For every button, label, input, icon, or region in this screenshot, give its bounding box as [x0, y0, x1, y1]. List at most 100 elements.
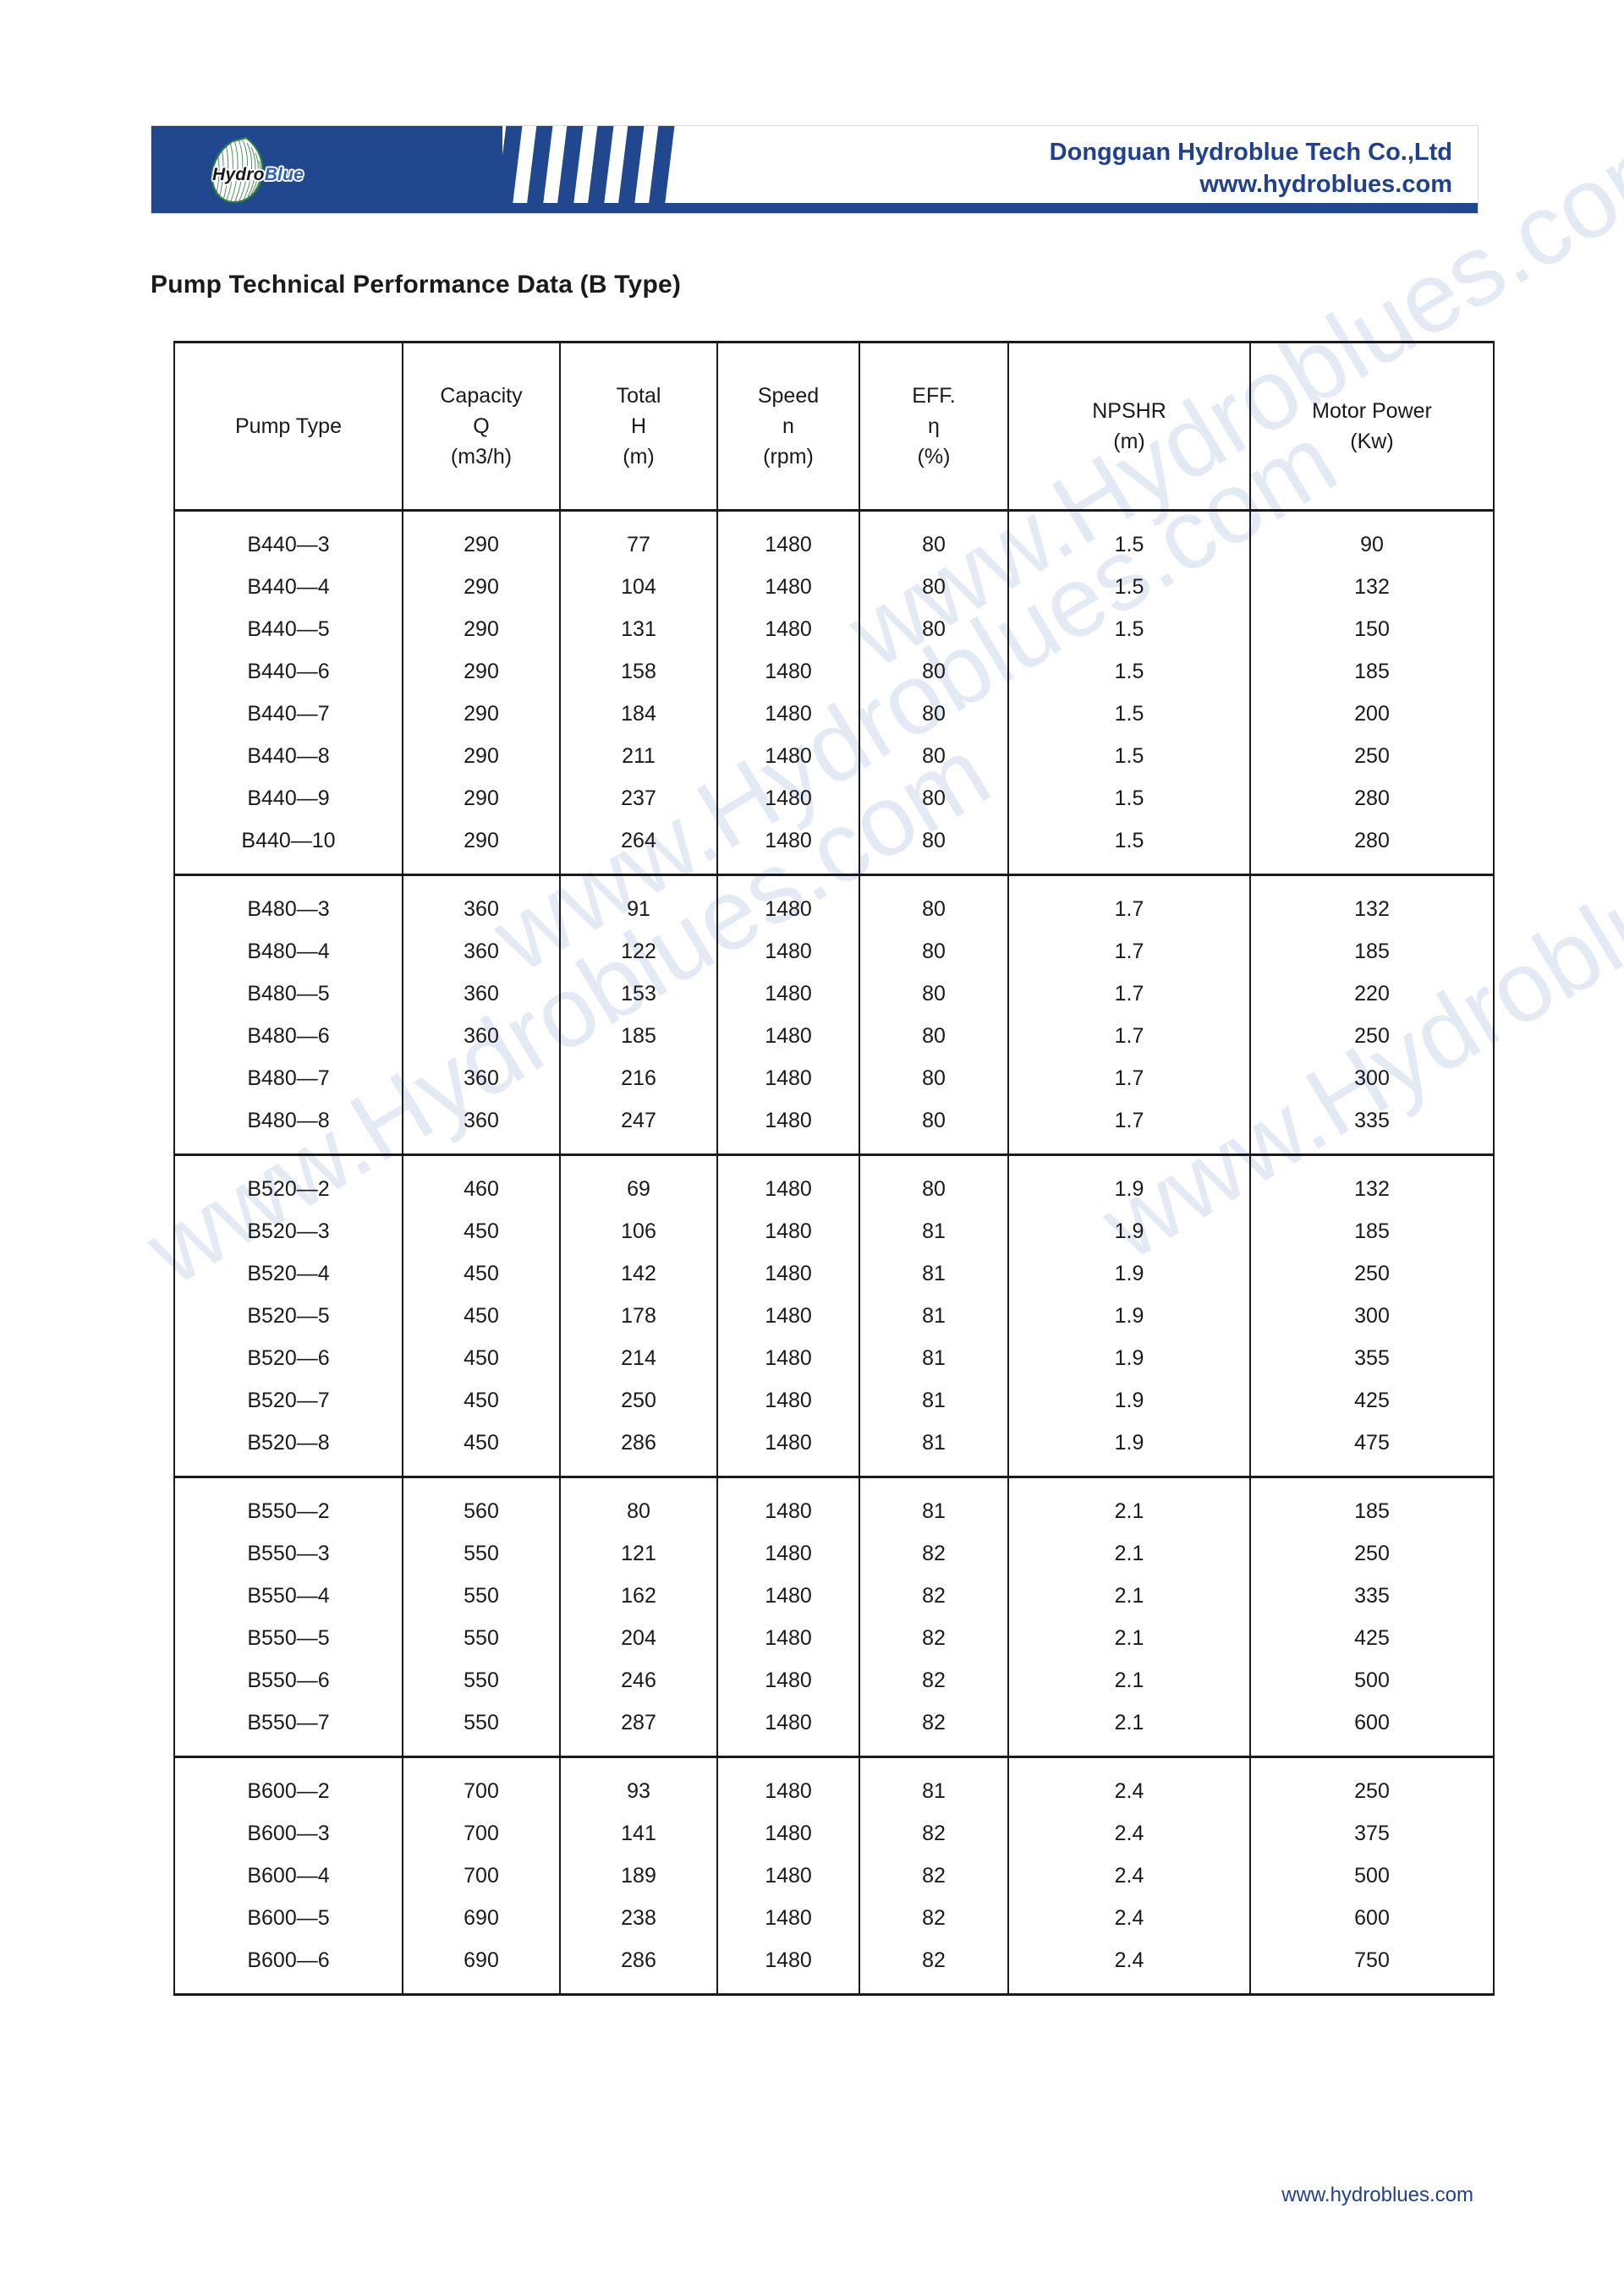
- table-row: B440—7 290 184 1480 80 1.5 200: [173, 693, 1495, 735]
- table-cell: 700: [402, 1812, 561, 1855]
- table-row: B440—3 290 77 1480 80 1.5 90: [173, 510, 1495, 566]
- table-cell: 82: [859, 1701, 1009, 1758]
- table-cell: 700: [402, 1855, 561, 1897]
- column-header-motor-power: Motor Power (Kw): [1249, 341, 1495, 512]
- table-cell: 450: [402, 1210, 561, 1252]
- table-cell: 82: [859, 1939, 1009, 1996]
- table-row: B600—4 700 189 1480 82 2.4 500: [173, 1855, 1495, 1897]
- table-cell: 80: [859, 608, 1009, 650]
- table-row: B440—10 290 264 1480 80 1.5 280: [173, 819, 1495, 876]
- header-line-2: η: [928, 414, 940, 438]
- header-line-1: Speed: [757, 384, 820, 408]
- table-cell: 360: [402, 874, 561, 930]
- header-line-1: Motor Power: [1312, 399, 1432, 423]
- cell-pump-type: B480—5: [173, 973, 403, 1015]
- table-cell: 90: [1249, 510, 1495, 566]
- table-cell: 1.5: [1007, 650, 1251, 693]
- table-cell: 141: [559, 1812, 718, 1855]
- table-cell: 1480: [716, 1756, 860, 1812]
- table-row: B520—3 450 106 1480 81 1.9 185: [173, 1210, 1495, 1252]
- table-cell: 700: [402, 1756, 561, 1812]
- table-cell: 80: [859, 1057, 1009, 1099]
- table-cell: 360: [402, 1015, 561, 1057]
- cell-pump-type: B550—3: [173, 1532, 403, 1575]
- table-cell: 178: [559, 1295, 718, 1337]
- table-cell: 1480: [716, 777, 860, 819]
- table-cell: 375: [1249, 1812, 1495, 1855]
- table-row: B440—8 290 211 1480 80 1.5 250: [173, 735, 1495, 777]
- table-cell: 1.5: [1007, 608, 1251, 650]
- header-brand-panel: [151, 126, 502, 213]
- table-cell: 2.1: [1007, 1701, 1251, 1758]
- table-cell: 1480: [716, 1617, 860, 1659]
- table-cell: 1.5: [1007, 735, 1251, 777]
- table-cell: 80: [859, 973, 1009, 1015]
- table-cell: 142: [559, 1252, 718, 1295]
- table-cell: 82: [859, 1659, 1009, 1701]
- header-line-1: EFF.: [912, 384, 956, 408]
- table-row: B520—2 460 69 1480 80 1.9 132: [173, 1154, 1495, 1210]
- table-cell: 1480: [716, 1812, 860, 1855]
- cell-pump-type: B550—4: [173, 1575, 403, 1617]
- cell-pump-type: B600—6: [173, 1939, 403, 1996]
- cell-pump-type: B520—3: [173, 1210, 403, 1252]
- table-cell: 2.4: [1007, 1812, 1251, 1855]
- table-cell: 290: [402, 819, 561, 876]
- table-cell: 1480: [716, 735, 860, 777]
- table-cell: 1.9: [1007, 1210, 1251, 1252]
- logo-word-blue: Blue: [264, 165, 304, 184]
- table-cell: 500: [1249, 1659, 1495, 1701]
- table-cell: 264: [559, 819, 718, 876]
- table-cell: 81: [859, 1422, 1009, 1478]
- table-cell: 91: [559, 874, 718, 930]
- header-line-3: (m): [623, 445, 655, 469]
- table-cell: 132: [1249, 874, 1495, 930]
- table-cell: 425: [1249, 1379, 1495, 1422]
- table-cell: 280: [1249, 819, 1495, 876]
- table-cell: 460: [402, 1154, 561, 1210]
- cell-pump-type: B600—3: [173, 1812, 403, 1855]
- table-cell: 1.7: [1007, 1099, 1251, 1156]
- table-header: Pump Type Capacity Q (m3/h) Total: [173, 341, 1495, 512]
- table-cell: 600: [1249, 1701, 1495, 1758]
- table-cell: 250: [1249, 735, 1495, 777]
- table-cell: 150: [1249, 608, 1495, 650]
- table-cell: 2.1: [1007, 1575, 1251, 1617]
- header-line-2: n: [782, 414, 794, 438]
- table-cell: 80: [559, 1477, 718, 1532]
- table-cell: 185: [1249, 930, 1495, 973]
- table-cell: 2.4: [1007, 1939, 1251, 1996]
- table-cell: 290: [402, 608, 561, 650]
- table-cell: 93: [559, 1756, 718, 1812]
- header-line-1: Total: [616, 384, 661, 408]
- cell-pump-type: B440—8: [173, 735, 403, 777]
- table-row: B550—2 560 80 1480 81 2.1 185: [173, 1477, 1495, 1532]
- table-row: B550—7 550 287 1480 82 2.1 600: [173, 1701, 1495, 1758]
- column-header-pump-type: Pump Type: [173, 341, 403, 512]
- table-cell: 450: [402, 1252, 561, 1295]
- logo-word-hydro: Hydro: [212, 165, 265, 184]
- footer-website-link[interactable]: www.hydroblues.com: [1281, 2184, 1473, 2206]
- column-header-capacity: Capacity Q (m3/h): [402, 341, 561, 512]
- table-cell: 1480: [716, 1015, 860, 1057]
- header-line-1: Capacity: [440, 384, 523, 408]
- table-cell: 238: [559, 1897, 718, 1939]
- company-info: Dongguan Hydroblue Tech Co.,Ltd www.hydr…: [1050, 136, 1452, 200]
- table-cell: 2.4: [1007, 1897, 1251, 1939]
- table-row: B480—7 360 216 1480 80 1.7 300: [173, 1057, 1495, 1099]
- column-header-efficiency: EFF. η (%): [859, 341, 1009, 512]
- table-cell: 560: [402, 1477, 561, 1532]
- table-row: B480—6 360 185 1480 80 1.7 250: [173, 1015, 1495, 1057]
- table-cell: 290: [402, 735, 561, 777]
- table-row: B520—6 450 214 1480 81 1.9 355: [173, 1337, 1495, 1379]
- table-cell: 1480: [716, 819, 860, 876]
- table-cell: 2.1: [1007, 1659, 1251, 1701]
- table-cell: 1.5: [1007, 777, 1251, 819]
- table-cell: 600: [1249, 1897, 1495, 1939]
- cell-pump-type: B480—7: [173, 1057, 403, 1099]
- table-cell: 450: [402, 1379, 561, 1422]
- company-website-link[interactable]: www.hydroblues.com: [1199, 171, 1452, 198]
- cell-pump-type: B520—8: [173, 1422, 403, 1478]
- table-cell: 80: [859, 693, 1009, 735]
- cell-pump-type: B480—3: [173, 874, 403, 930]
